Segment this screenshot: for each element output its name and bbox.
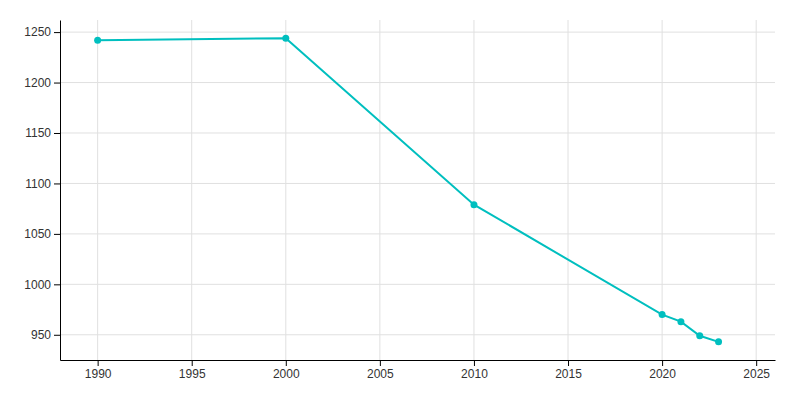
- grid-line: [60, 82, 775, 83]
- tick-label: 1100: [25, 177, 51, 191]
- tick-label: 950: [31, 328, 51, 342]
- tick-mark: [54, 32, 60, 33]
- tick-mark: [192, 360, 193, 366]
- tick-mark: [662, 360, 663, 366]
- grid-line: [60, 32, 775, 33]
- tick: 2015: [555, 360, 582, 381]
- tick: 2010: [461, 360, 488, 381]
- tick: 1990: [85, 360, 112, 381]
- grid-line: [60, 334, 775, 335]
- tick-label: 1200: [24, 76, 51, 90]
- tick-label: 2010: [461, 367, 488, 381]
- series: [94, 35, 722, 346]
- tick-mark: [380, 360, 381, 366]
- tick-mark: [474, 360, 475, 366]
- grid-line: [568, 20, 569, 360]
- grid: [60, 20, 775, 360]
- grid-line: [60, 183, 775, 184]
- grid-line: [191, 20, 192, 360]
- tick: 2005: [367, 360, 394, 381]
- tick: 2020: [649, 360, 676, 381]
- tick-label: 2005: [367, 367, 394, 381]
- tick-mark: [54, 133, 60, 134]
- tick-label: 2020: [649, 367, 676, 381]
- grid-line: [473, 20, 474, 360]
- tick: 1150: [25, 126, 60, 140]
- point: [715, 338, 722, 345]
- grid-line: [756, 20, 757, 360]
- tick: 1000: [24, 278, 60, 292]
- tick: 2025: [743, 360, 770, 381]
- grid-line: [285, 20, 286, 360]
- tick-label: 2000: [273, 367, 300, 381]
- tick-mark: [568, 360, 569, 366]
- tick-mark: [54, 183, 60, 184]
- tick-label: 1050: [24, 227, 51, 241]
- line: [98, 38, 719, 342]
- tick-label: 1150: [25, 126, 51, 140]
- point: [282, 35, 289, 42]
- tick-label: 2025: [743, 367, 770, 381]
- y-axis: 950 1000 1050 1100 1150 1200 1250: [24, 21, 60, 361]
- point: [659, 311, 666, 318]
- grid-line: [379, 20, 380, 360]
- tick: 1250: [24, 25, 60, 39]
- point: [696, 332, 703, 339]
- grid-line: [97, 20, 98, 360]
- tick-mark: [756, 360, 757, 366]
- grid-line: [60, 132, 775, 133]
- point: [677, 318, 684, 325]
- tick: 950: [31, 328, 60, 342]
- tick-label: 1990: [85, 367, 112, 381]
- tick: 1995: [179, 360, 206, 381]
- tick-label: 1250: [24, 25, 51, 39]
- tick: 2000: [273, 360, 300, 381]
- grid-line: [60, 233, 775, 234]
- point: [94, 37, 101, 44]
- tick-mark: [98, 360, 99, 366]
- point: [470, 201, 477, 208]
- tick-label: 1000: [24, 278, 51, 292]
- tick: 1050: [24, 227, 60, 241]
- x-axis: 1990 1995 2000 2005 2010 2015 2020 2025: [61, 360, 776, 381]
- tick-mark: [54, 335, 60, 336]
- axis-line: [61, 360, 776, 361]
- tick-mark: [54, 234, 60, 235]
- chart: 1990 1995 2000 2005 2010 2015 2020 2025 950 1000 1…: [0, 0, 800, 400]
- tick: 1200: [24, 76, 60, 90]
- tick-mark: [286, 360, 287, 366]
- tick-label: 1995: [179, 367, 206, 381]
- tick: 1100: [25, 177, 60, 191]
- grid-line: [662, 20, 663, 360]
- axis-line: [60, 21, 61, 361]
- tick-label: 2015: [555, 367, 582, 381]
- tick-mark: [54, 83, 60, 84]
- plot: 1990 1995 2000 2005 2010 2015 2020 2025 950 1000 1…: [24, 20, 775, 381]
- grid-line: [60, 284, 775, 285]
- tick-mark: [54, 284, 60, 285]
